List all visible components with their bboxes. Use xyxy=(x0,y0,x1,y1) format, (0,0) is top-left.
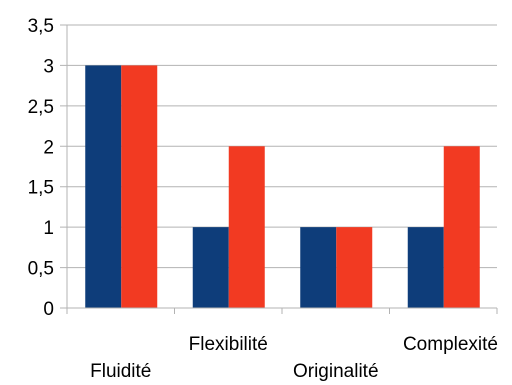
y-tick-labels: 0 0,5 1 1,5 2 2,5 3 3,5 xyxy=(28,16,54,320)
y-tick-label: 0 xyxy=(43,299,54,320)
bar xyxy=(228,146,265,308)
bar xyxy=(407,227,444,308)
bar xyxy=(192,227,229,308)
y-tick-label: 2 xyxy=(43,137,54,158)
bar xyxy=(121,65,158,308)
x-category-label: Fluidité xyxy=(90,361,151,382)
bars xyxy=(85,65,480,308)
bar xyxy=(443,146,480,308)
bar xyxy=(336,227,373,308)
y-tick-label: 1 xyxy=(43,218,54,239)
x-category-label: Originalité xyxy=(293,361,379,382)
x-category-label: Complexité xyxy=(403,334,498,355)
bar xyxy=(300,227,337,308)
x-category-labels: Fluidité Flexibilité Originalité Complexité xyxy=(90,334,498,382)
y-tick-label: 3,5 xyxy=(28,16,54,37)
y-tick-label: 0,5 xyxy=(28,259,54,280)
y-tick-label: 3 xyxy=(43,56,54,77)
bar xyxy=(85,65,122,308)
axes xyxy=(60,25,498,314)
x-category-label: Flexibilité xyxy=(189,334,268,355)
y-tick-label: 1,5 xyxy=(28,178,54,199)
y-tick-label: 2,5 xyxy=(28,97,54,118)
